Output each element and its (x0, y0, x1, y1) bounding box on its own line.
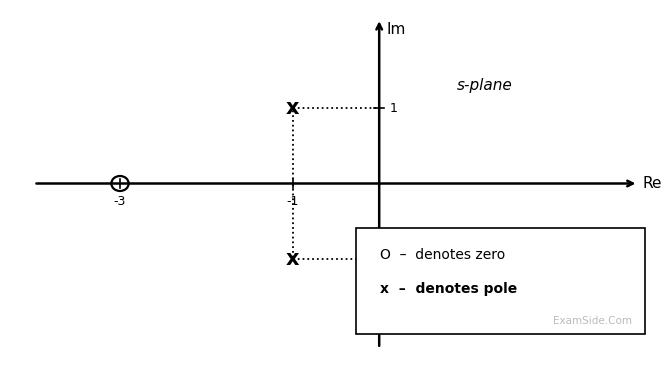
Text: O  –  denotes zero: O – denotes zero (380, 248, 505, 262)
Text: x: x (286, 98, 300, 119)
Text: -1: -1 (390, 252, 402, 265)
Text: -3: -3 (114, 195, 126, 208)
Text: -1: -1 (287, 195, 299, 208)
Text: x: x (286, 248, 300, 269)
Text: ExamSide.Com: ExamSide.Com (552, 316, 632, 326)
Text: Im: Im (386, 22, 405, 37)
Text: Re: Re (642, 176, 662, 191)
Text: x  –  denotes pole: x – denotes pole (380, 282, 517, 296)
Text: 1: 1 (390, 102, 397, 115)
Text: s-plane: s-plane (457, 79, 513, 94)
